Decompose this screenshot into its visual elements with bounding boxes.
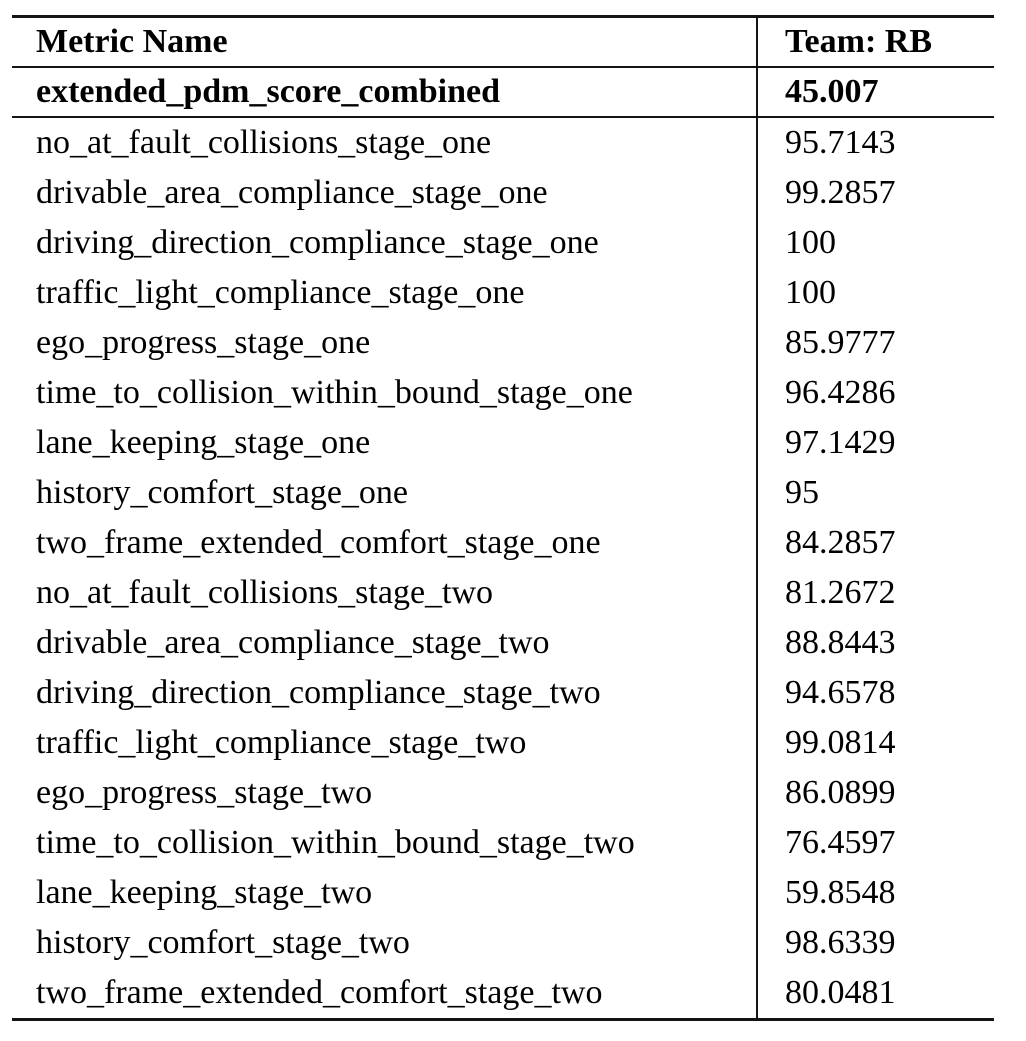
metric-value-cell: 85.9777 [785,324,896,361]
table-row: no_at_fault_collisions_stage_one 95.7143 [12,118,994,168]
metric-name-cell: ego_progress_stage_two [12,768,758,818]
metric-name-cell: drivable_area_compliance_stage_one [12,168,758,218]
table-row: lane_keeping_stage_one 97.1429 [12,418,994,468]
metric-name-cell: history_comfort_stage_one [12,468,758,518]
table-row: time_to_collision_within_bound_stage_two… [12,818,994,868]
metric-name-cell: lane_keeping_stage_one [12,418,758,468]
table-row: driving_direction_compliance_stage_one 1… [12,218,994,268]
metric-name-cell: ego_progress_stage_one [12,318,758,368]
table-row: drivable_area_compliance_stage_two 88.84… [12,618,994,668]
metric-value-cell: 86.0899 [785,774,896,811]
table-row: traffic_light_compliance_stage_one 100 [12,268,994,318]
table-row: driving_direction_compliance_stage_two 9… [12,668,994,718]
metric-value-cell: 81.2672 [785,574,896,611]
table-row: two_frame_extended_comfort_stage_one 84.… [12,518,994,568]
metric-value-cell: 99.2857 [785,174,896,211]
metric-value-cell: 95.7143 [785,124,896,161]
metric-value-cell: 99.0814 [785,724,896,761]
metric-name-cell: drivable_area_compliance_stage_two [12,618,758,668]
table-row: history_comfort_stage_one 95 [12,468,994,518]
metric-name-cell: no_at_fault_collisions_stage_one [12,118,758,168]
metric-value-cell: 100 [785,274,836,311]
summary-metric-value: 45.007 [785,73,879,110]
header-metric-name: Metric Name [12,18,758,66]
metric-value-cell: 96.4286 [785,374,896,411]
table-row: time_to_collision_within_bound_stage_one… [12,368,994,418]
metric-value-cell: 88.8443 [785,624,896,661]
table-row: ego_progress_stage_one 85.9777 [12,318,994,368]
metric-name-cell: traffic_light_compliance_stage_two [12,718,758,768]
table-row: history_comfort_stage_two 98.6339 [12,918,994,968]
summary-metric-name: extended_pdm_score_combined [12,68,758,116]
metric-value-cell: 100 [785,224,836,261]
table-row: lane_keeping_stage_two 59.8548 [12,868,994,918]
metric-name-cell: history_comfort_stage_two [12,918,758,968]
metric-value-cell: 98.6339 [785,924,896,961]
header-team-rb: Team: RB [785,23,933,60]
metric-name-cell: lane_keeping_stage_two [12,868,758,918]
metric-name-cell: time_to_collision_within_bound_stage_two [12,818,758,868]
metric-value-cell: 84.2857 [785,524,896,561]
table-row: traffic_light_compliance_stage_two 99.08… [12,718,994,768]
metric-value-cell: 97.1429 [785,424,896,461]
metric-value-cell: 76.4597 [785,824,896,861]
metric-value-cell: 80.0481 [785,974,896,1011]
table-body: no_at_fault_collisions_stage_one 95.7143… [12,118,994,1018]
metric-value-cell: 94.6578 [785,674,896,711]
metric-name-cell: two_frame_extended_comfort_stage_two [12,968,758,1018]
table-row: no_at_fault_collisions_stage_two 81.2672 [12,568,994,618]
metric-name-cell: two_frame_extended_comfort_stage_one [12,518,758,568]
metrics-table: Metric Name Team: RB extended_pdm_score_… [12,15,994,1021]
table-row: ego_progress_stage_two 86.0899 [12,768,994,818]
metric-name-cell: no_at_fault_collisions_stage_two [12,568,758,618]
table-row: two_frame_extended_comfort_stage_two 80.… [12,968,994,1018]
table-header-row: Metric Name Team: RB [12,18,994,68]
metric-name-cell: time_to_collision_within_bound_stage_one [12,368,758,418]
metric-name-cell: driving_direction_compliance_stage_two [12,668,758,718]
metric-value-cell: 59.8548 [785,874,896,911]
metric-name-cell: driving_direction_compliance_stage_one [12,218,758,268]
metric-name-cell: traffic_light_compliance_stage_one [12,268,758,318]
table-row: drivable_area_compliance_stage_one 99.28… [12,168,994,218]
metric-value-cell: 95 [785,474,819,511]
summary-row: extended_pdm_score_combined 45.007 [12,68,994,118]
